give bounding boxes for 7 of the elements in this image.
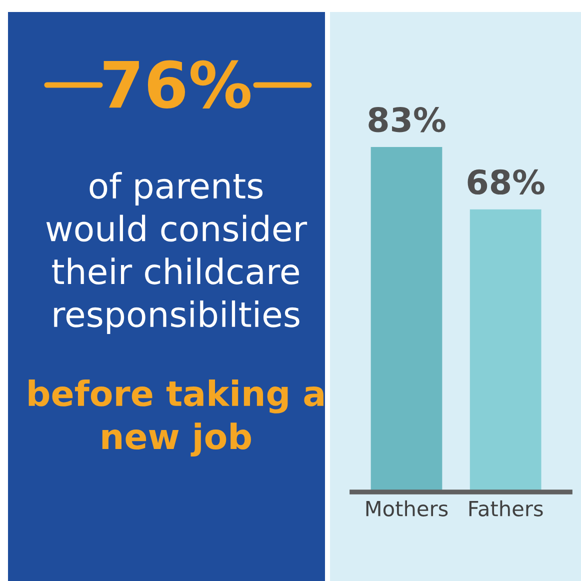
text: of parents would consider their childcare responsibilties xyxy=(46,172,308,334)
text: 76% xyxy=(104,60,250,109)
x-tick-label: Mothers xyxy=(366,500,448,516)
x-tick-label: Fathers xyxy=(469,500,543,516)
text: before taking a new job xyxy=(28,380,324,456)
data-label: 68% xyxy=(468,169,544,195)
data-label: 83% xyxy=(368,106,446,132)
